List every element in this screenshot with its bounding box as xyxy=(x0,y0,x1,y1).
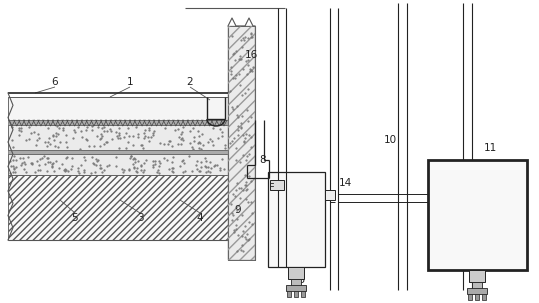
Bar xyxy=(301,291,305,297)
Text: 10: 10 xyxy=(383,135,397,145)
Bar xyxy=(270,180,284,190)
Text: 8: 8 xyxy=(260,155,266,165)
Bar xyxy=(468,294,472,300)
Bar xyxy=(469,270,485,282)
Text: 9: 9 xyxy=(234,205,241,215)
Bar xyxy=(8,125,228,150)
Bar xyxy=(8,97,228,120)
Bar xyxy=(428,160,527,270)
Bar xyxy=(467,288,487,294)
Text: 13: 13 xyxy=(292,275,306,285)
Text: 12: 12 xyxy=(466,250,480,260)
Bar xyxy=(482,294,486,300)
Bar xyxy=(288,267,304,279)
Bar xyxy=(472,282,482,290)
Text: 4: 4 xyxy=(197,213,203,223)
Text: 16: 16 xyxy=(244,50,258,60)
Text: 14: 14 xyxy=(338,178,351,188)
Bar xyxy=(294,291,298,297)
Bar xyxy=(228,26,255,260)
Bar xyxy=(325,190,335,200)
Bar xyxy=(286,285,306,291)
Bar xyxy=(8,120,228,125)
Text: 5: 5 xyxy=(72,213,78,223)
Bar xyxy=(268,172,325,267)
Bar xyxy=(8,154,228,175)
Text: 11: 11 xyxy=(483,143,496,153)
Bar xyxy=(291,279,301,287)
Text: 1: 1 xyxy=(127,77,133,87)
Text: 15: 15 xyxy=(278,178,291,188)
Bar xyxy=(228,26,255,260)
Text: 6: 6 xyxy=(52,77,58,87)
Bar xyxy=(8,175,228,240)
Bar xyxy=(8,150,228,154)
Text: 2: 2 xyxy=(186,77,194,87)
Text: 3: 3 xyxy=(137,213,143,223)
Bar xyxy=(475,294,479,300)
Bar xyxy=(287,291,291,297)
